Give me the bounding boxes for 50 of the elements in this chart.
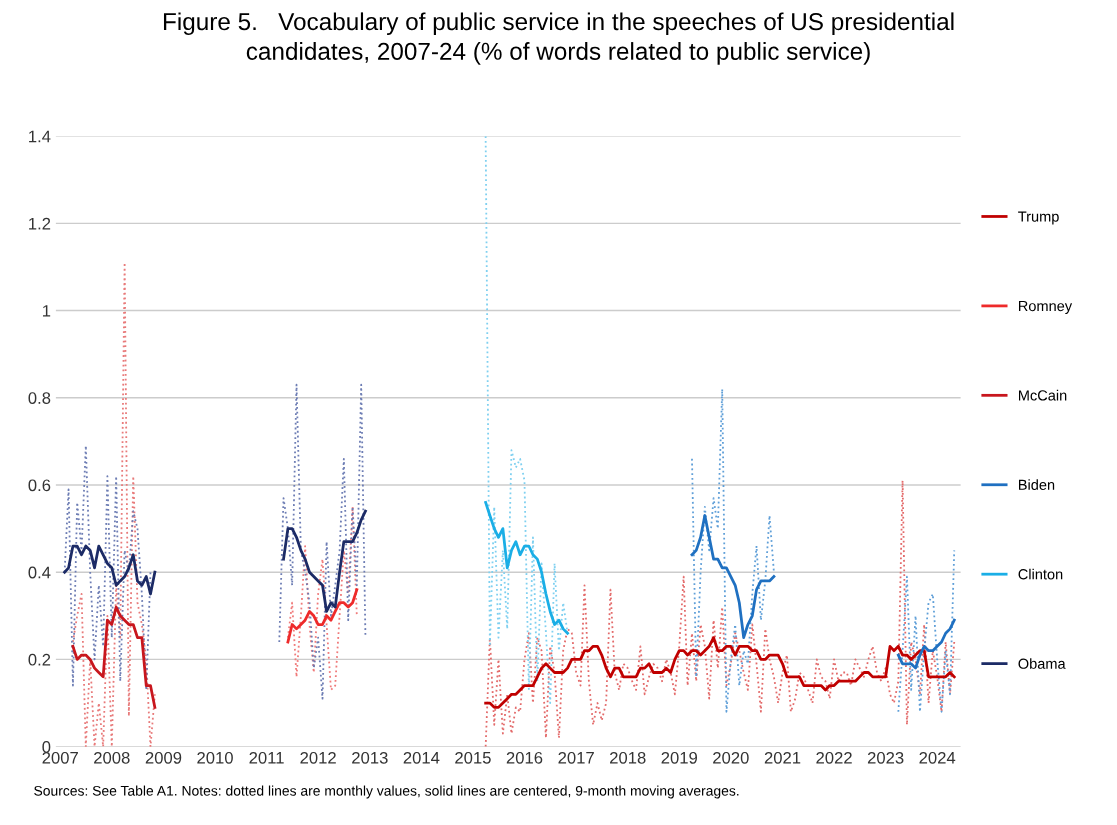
line-series (286, 588, 359, 644)
x-tick-label: 2007 (42, 751, 78, 764)
y-tick-label: 1.2 (29, 217, 51, 230)
x-tick-label: 2011 (249, 751, 284, 764)
line-series (282, 509, 367, 613)
x-tick-label: 2017 (558, 751, 594, 764)
x-tick-label: 2012 (300, 751, 336, 764)
legend-label: Biden (1018, 479, 1055, 490)
x-tick-label: 2019 (661, 751, 698, 764)
x-tick-label: 2013 (352, 751, 388, 764)
line-series (72, 261, 156, 747)
y-tick-label: 0.2 (28, 653, 51, 666)
legend-label: Clinton (1018, 568, 1063, 580)
chart-title: Figure 5. Vocabulary of public service in the speeches of US presidential candidates, 2007-24 (% of words related to public service) (163, 12, 954, 65)
x-tick-label: 2014 (403, 751, 440, 764)
source-note: Sources: See Table A1. Notes: dotted lines are monthly values, solid lines are centered, 9-month moving averages. (34, 785, 739, 799)
x-tick-label: 2008 (94, 751, 130, 764)
legend-label: Romney (1018, 300, 1073, 315)
y-tick-label: 0 (42, 741, 51, 753)
line-series (484, 501, 569, 635)
x-tick-label: 2023 (867, 751, 904, 764)
line-series (691, 388, 775, 713)
x-tick-label: 2022 (816, 751, 852, 764)
line-series (897, 549, 956, 713)
y-tick-label: 1.4 (29, 130, 51, 143)
x-tick-label: 2015 (455, 751, 491, 764)
line-series (484, 136, 569, 704)
line-series (896, 618, 956, 670)
line-series (278, 383, 367, 700)
x-tick-label: 2018 (610, 751, 646, 764)
x-tick-label: 2021 (764, 751, 801, 764)
x-tick-label: 2020 (713, 751, 749, 764)
legend-label: Trump (1018, 211, 1059, 225)
line-series (63, 544, 157, 596)
line-series (484, 636, 956, 709)
y-tick-label: 0.4 (28, 566, 51, 579)
y-tick-label: 0.8 (28, 392, 51, 404)
legend-label: Obama (1018, 658, 1066, 669)
y-tick-label: 1 (42, 305, 51, 317)
legend-label: McCain (1018, 389, 1067, 401)
x-tick-label: 2024 (919, 751, 956, 764)
x-tick-label: 2016 (506, 751, 543, 764)
line-series (71, 605, 157, 709)
line-series (690, 514, 776, 639)
line-series (63, 444, 152, 691)
y-tick-label: 0.6 (28, 479, 51, 492)
x-tick-label: 2009 (145, 751, 182, 764)
x-tick-label: 2010 (197, 751, 233, 764)
line-series (484, 479, 956, 747)
line-series (286, 505, 358, 691)
